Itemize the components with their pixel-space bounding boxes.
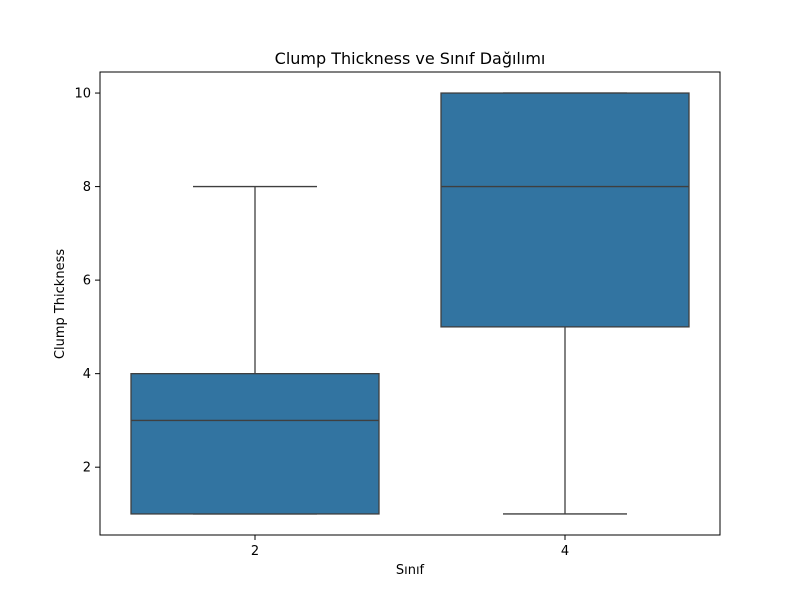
box-0-iqr-box (130, 373, 380, 515)
x-tick-label: 2 (251, 544, 259, 559)
y-tick-label: 6 (83, 274, 91, 289)
box-1-iqr-box (440, 92, 690, 328)
y-tick-label: 2 (83, 461, 91, 476)
x-axis-label: Sınıf (396, 563, 425, 578)
y-tick-label: 4 (83, 367, 91, 382)
y-tick-label: 8 (83, 180, 91, 195)
y-axis-label: Clump Thickness (53, 249, 68, 359)
plot-area: 2 4 6 8 10 2 4 (74, 71, 721, 559)
x-tick-label: 4 (561, 544, 569, 559)
chart-title: Clump Thickness ve Sınıf Dağılımı (275, 49, 546, 68)
plot-frame (99, 71, 721, 536)
y-tick-label: 10 (74, 87, 91, 102)
